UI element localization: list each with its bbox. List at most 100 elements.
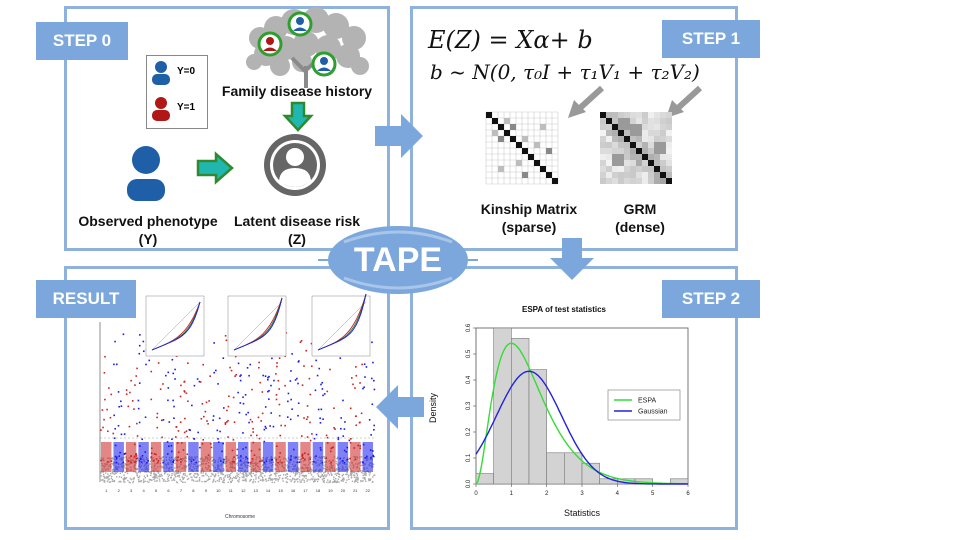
grm-cell (636, 178, 642, 184)
manhattan-point (211, 469, 213, 472)
grm-cell (606, 142, 612, 148)
manhattan-point (269, 477, 271, 479)
manhattan-point (323, 479, 325, 482)
legend-blue-person-icon (152, 61, 170, 85)
manhattan-point (255, 473, 257, 476)
manhattan-point (138, 480, 140, 483)
manhattan-point (260, 473, 262, 476)
manhattan-point (349, 407, 352, 410)
manhattan-point (303, 365, 305, 367)
manhattan-point (100, 472, 102, 474)
manhattan-point (275, 373, 277, 375)
grm-cell (654, 136, 660, 142)
manhattan-point (234, 477, 236, 479)
manhattan-point (348, 466, 351, 468)
manhattan-point (146, 474, 148, 476)
manhattan-point (102, 426, 104, 429)
manhattan-point (348, 463, 350, 465)
manhattan-point (298, 476, 301, 478)
grm-cell (660, 112, 666, 118)
chromosome-tick-label: 13 (253, 488, 258, 493)
manhattan-point (201, 480, 203, 483)
manhattan-point (172, 479, 175, 481)
manhattan-dense-band (188, 442, 199, 472)
manhattan-point (306, 480, 308, 482)
manhattan-point (276, 478, 279, 480)
kinship-diagonal-cell (552, 178, 558, 184)
manhattan-point (309, 472, 312, 474)
manhattan-point (238, 477, 241, 479)
manhattan-point (214, 480, 217, 483)
manhattan-point (287, 466, 289, 469)
qq-diagonal (317, 301, 367, 351)
manhattan-point (219, 471, 221, 474)
grm-cell (654, 118, 660, 124)
manhattan-point (328, 481, 330, 484)
manhattan-point (297, 361, 300, 363)
manhattan-point (286, 464, 289, 466)
manhattan-point (191, 404, 193, 407)
manhattan-point (169, 477, 172, 479)
manhattan-point (119, 472, 122, 474)
y-tick-label: 0.2 (466, 427, 472, 436)
grm-diagonal-cell (600, 112, 606, 118)
grm-cell (624, 130, 630, 136)
manhattan-point (150, 474, 152, 477)
manhattan-point (107, 430, 109, 433)
grm-cell (618, 166, 624, 172)
kinship-diagonal-cell (486, 112, 492, 118)
manhattan-point (161, 459, 163, 461)
manhattan-point (357, 476, 359, 479)
manhattan-point (167, 473, 169, 476)
manhattan-point (289, 479, 291, 481)
manhattan-point (112, 463, 114, 465)
manhattan-point (224, 476, 226, 478)
manhattan-point (368, 478, 370, 481)
manhattan-point (303, 481, 306, 483)
manhattan-point (110, 475, 113, 478)
manhattan-point (207, 422, 209, 425)
latent-risk-icon (264, 134, 326, 196)
grm-cell (624, 112, 630, 118)
manhattan-point (134, 384, 136, 386)
observed-line1: Observed phenotype (78, 213, 218, 229)
manhattan-dense-band (362, 442, 373, 472)
manhattan-point (262, 456, 264, 459)
manhattan-point (230, 481, 232, 484)
manhattan-point (106, 476, 108, 478)
kinship-cell (540, 124, 546, 130)
manhattan-point (249, 473, 252, 475)
manhattan-point (194, 476, 196, 478)
grm-cell (600, 154, 606, 160)
manhattan-point (165, 374, 167, 377)
manhattan-point (171, 438, 173, 441)
kinship-diagonal-cell (516, 142, 522, 148)
manhattan-point (287, 478, 289, 480)
manhattan-point (364, 471, 367, 474)
manhattan-point (177, 472, 180, 474)
manhattan-point (260, 458, 263, 461)
manhattan-point (162, 460, 164, 462)
manhattan-point (297, 402, 300, 405)
manhattan-point (214, 475, 216, 477)
grm-cell (642, 178, 648, 184)
manhattan-point (234, 375, 236, 377)
grm-cell (600, 148, 606, 154)
grm-cell (666, 142, 672, 148)
manhattan-point (150, 398, 153, 401)
manhattan-point (224, 423, 227, 425)
grm-cell (648, 154, 654, 160)
manhattan-point (333, 476, 335, 478)
manhattan-point (309, 421, 311, 424)
manhattan-point (111, 469, 114, 471)
manhattan-point (273, 478, 276, 480)
manhattan-point (353, 476, 356, 478)
grm-cell (630, 112, 636, 118)
manhattan-point (297, 481, 299, 483)
manhattan-point (252, 481, 254, 484)
manhattan-point (296, 473, 298, 475)
manhattan-point (309, 479, 311, 481)
manhattan-point (343, 428, 346, 430)
manhattan-point (108, 387, 110, 389)
manhattan-point (137, 471, 140, 473)
